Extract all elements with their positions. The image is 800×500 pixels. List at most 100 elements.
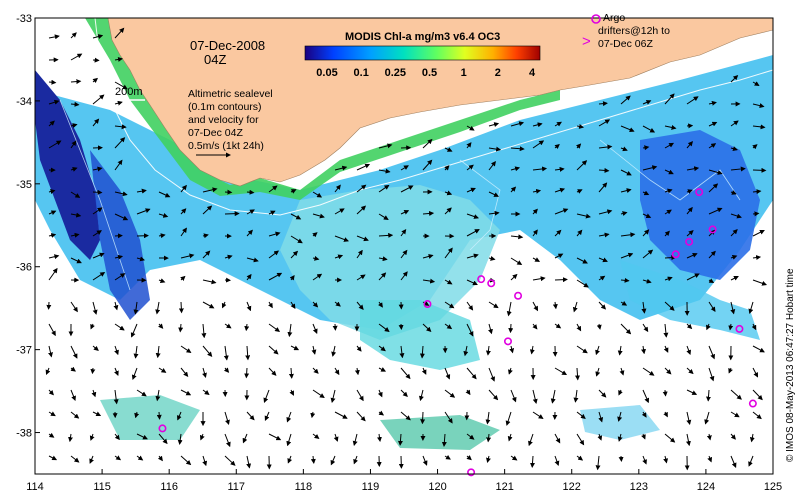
current-vector [466,253,479,259]
current-vector [114,137,126,149]
current-vector [663,411,668,418]
current-vector [92,77,99,84]
current-vector [136,455,144,461]
current-vector [136,433,148,440]
current-vector [596,323,602,330]
current-vector [466,279,478,286]
current-vector [378,168,391,174]
current-vector [576,411,586,419]
current-vector [312,323,318,334]
current-vector [70,166,78,172]
current-vector [444,190,453,196]
current-vector [330,455,336,466]
current-vector [268,231,281,237]
current-vector [136,188,147,194]
current-vector [356,249,363,259]
current-vector [663,345,669,353]
current-vector [114,433,120,441]
current-vector [202,187,218,193]
current-vector [730,301,736,315]
current-vector [686,433,691,447]
chl-patch-south-green [380,415,500,450]
current-vector [641,433,646,440]
colorbar-tick-label: 2 [495,67,501,79]
argo-float-marker [685,237,694,246]
current-vector [353,455,358,465]
current-vector [598,119,611,127]
current-vector [510,455,518,461]
current-vector [598,275,606,281]
current-vector [114,455,122,461]
current-vector [400,367,411,380]
current-vector [376,433,382,443]
legend-line-4: 07-Dec 04Z [188,127,243,139]
current-vector [268,433,282,441]
current-vector [246,257,259,263]
current-vector [686,96,699,105]
current-vector [576,189,583,194]
plot-frame [34,17,774,475]
current-vector [378,232,394,238]
current-vector [290,301,296,309]
current-vector [642,145,650,151]
current-vector [334,235,349,242]
current-vector [246,273,252,281]
current-vector [704,411,710,425]
current-vector [595,345,600,356]
current-vector [48,99,60,105]
current-vector [641,411,647,418]
current-vector [488,210,500,216]
current-vector [663,323,669,338]
current-vector [686,389,698,395]
x-tick-label: 121 [495,481,513,493]
current-vector [378,367,387,372]
current-vector [48,254,60,260]
current-vector [529,345,535,355]
current-vector [158,367,167,373]
x-tick-label: 123 [630,481,648,493]
current-vector [48,267,58,281]
velocity-legend: Altimetric sealevel (0.1m contours) and … [188,88,273,158]
legend-line-3: and velocity for [188,114,259,126]
current-vector [92,94,105,105]
argo-legend-line3: 07-Dec 06Z [598,38,653,50]
current-vector [642,165,658,171]
current-vector [134,411,140,419]
argo-float-marker [487,279,496,288]
y-axis: -33 -34 -35 -36 -37 -38 [16,13,40,440]
current-vector [554,166,565,172]
current-vector [598,411,604,423]
current-vector [620,252,634,259]
current-vector [663,455,669,464]
current-vector [552,301,558,310]
current-vector [114,81,128,90]
current-vector [114,254,124,260]
current-vector [268,367,277,376]
current-vector [510,166,521,172]
current-vector [664,301,675,311]
current-vector [48,432,55,438]
current-vector [287,455,293,464]
current-vector [485,345,491,356]
current-vector [48,79,57,85]
current-vector [155,301,161,315]
current-vector [334,254,344,260]
current-vector [620,125,635,132]
current-vector [422,210,435,216]
current-vector [752,279,768,286]
current-vector [202,345,213,357]
current-vector [114,367,119,376]
current-vector [730,146,738,152]
argo-legend-chevron: > [582,33,591,50]
current-vector [730,229,738,237]
current-vector [70,301,78,313]
current-vector [488,323,493,335]
current-vector [177,433,183,445]
current-vector [507,367,513,375]
current-vector [223,345,229,361]
land-australia [107,18,773,187]
current-vector [246,209,255,215]
current-vector [422,159,433,171]
current-vector [223,367,230,373]
current-vector [730,276,739,281]
